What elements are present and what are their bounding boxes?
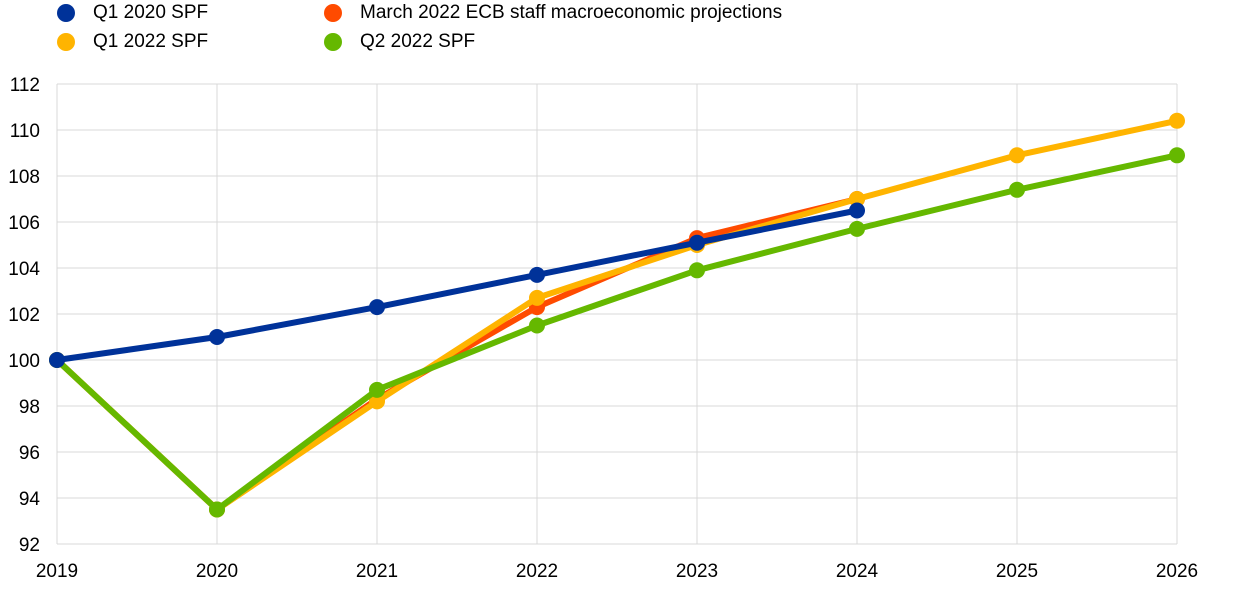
y-tick-label: 92 [19,535,40,556]
y-tick-label: 112 [10,75,40,96]
data-point [209,501,225,518]
data-point [529,289,545,306]
data-point [209,329,225,345]
data-point [369,393,385,410]
data-point [689,262,705,279]
y-tick-label: 96 [19,443,40,464]
data-point [529,266,545,283]
y-tick-label: 108 [8,167,40,188]
data-point [369,381,385,398]
legend-marker [324,4,342,22]
legend-item-q2-2022-spf: Q2 2022 SPF [324,31,475,53]
data-point [1009,181,1025,198]
data-point [1169,147,1185,164]
series-line-3 [54,152,1178,513]
data-point [1009,147,1025,164]
y-tick-label: 94 [19,489,41,510]
data-point [689,234,705,251]
y-tick-label: 98 [19,397,40,418]
data-point [369,299,385,316]
legend-marker [324,33,342,51]
data-point [849,220,865,237]
data-point [1169,112,1185,129]
y-tick-label: 106 [8,213,40,234]
x-tick-label: 2024 [836,561,879,582]
series-line-1 [54,196,858,513]
legend-marker [57,33,75,51]
data-point [849,202,865,219]
y-tick-label: 102 [8,305,40,326]
y-tick-label: 110 [10,121,40,142]
x-tick-label: 2023 [676,561,718,582]
x-tick-label: 2026 [1156,561,1198,582]
y-tick-label: 104 [8,259,40,280]
series-line-0 [56,207,858,363]
legend: Q1 2020 SPF Q1 2022 SPF March 2022 ECB s… [0,0,1240,60]
x-tick-label: 2025 [996,561,1038,582]
x-tick-label: 2022 [516,561,558,582]
legend-item-q1-2020-spf: Q1 2020 SPF [57,2,208,24]
data-point [529,317,545,334]
x-tick-label: 2020 [196,561,238,582]
series-line-2 [54,117,1178,513]
legend-label: Q1 2022 SPF [93,31,209,52]
legend-label: March 2022 ECB staff macroeconomic proje… [360,2,783,23]
data-point [849,191,865,207]
legend-label: Q1 2020 SPF [93,2,209,23]
x-tick-label: 2021 [356,561,398,582]
legend-label: Q2 2022 SPF [360,31,476,52]
x-tick-label: 2019 [36,561,78,582]
data-point [49,352,65,368]
legend-item-q1-2022-spf: Q1 2022 SPF [57,31,208,53]
y-tick-label: 100 [8,351,40,372]
legend-marker [57,4,75,22]
legend-item-march-2022-ecb: March 2022 ECB staff macroeconomic proje… [324,2,782,24]
